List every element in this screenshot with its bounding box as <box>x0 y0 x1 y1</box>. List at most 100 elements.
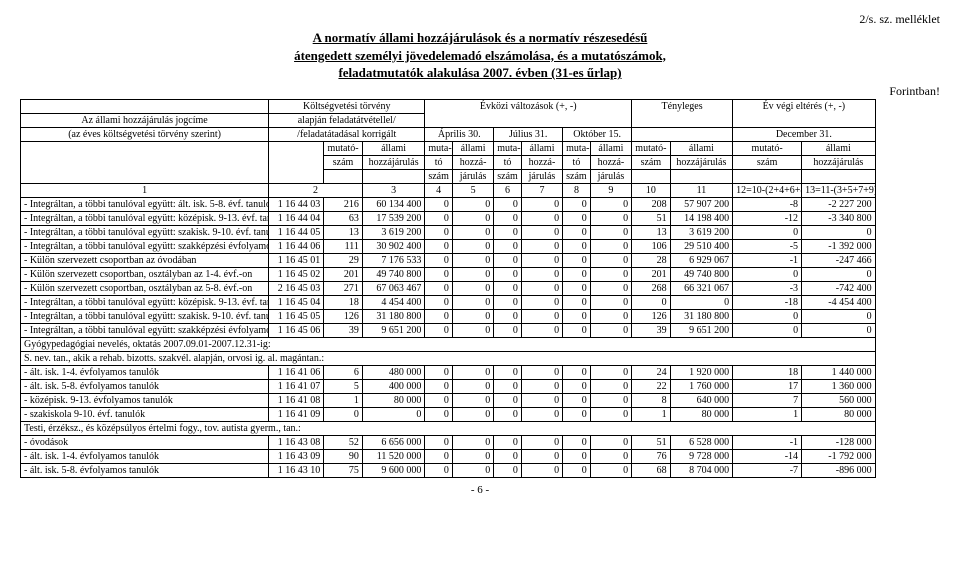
cell: 0 <box>494 323 522 337</box>
row-label: - Integráltan, a többi tanulóval együtt:… <box>21 225 269 239</box>
cell: 1 760 000 <box>670 379 732 393</box>
cell: 0 <box>452 323 493 337</box>
row-label: - óvodások <box>21 435 269 449</box>
hdr-blank <box>733 169 802 183</box>
cell: -1 <box>733 435 802 449</box>
row-code: 1 16 45 05 <box>269 309 324 323</box>
table-row: - ált. isk. 1-4. évfolyamos tanulók1 16 … <box>21 449 940 463</box>
hdr-hozz: hozzájárulás <box>362 155 424 169</box>
hdr-jarul: járulás <box>452 169 493 183</box>
hdr-jul: Július 31. <box>494 127 563 141</box>
colnum: 3 <box>362 183 424 197</box>
cell: 0 <box>494 309 522 323</box>
cell: 0 <box>324 407 363 421</box>
hdr-szam: szám <box>632 155 671 169</box>
colnum: 5 <box>452 183 493 197</box>
colnum: 2 <box>269 183 363 197</box>
cell: 0 <box>632 295 671 309</box>
table-header-row: (az éves költségvetési törvény szerint) … <box>21 127 940 141</box>
cell: 31 180 800 <box>670 309 732 323</box>
row-code: 1 16 45 02 <box>269 267 324 281</box>
cell: 0 <box>425 435 453 449</box>
cell: 75 <box>324 463 363 477</box>
cell: 0 <box>494 281 522 295</box>
cell: 31 180 800 <box>362 309 424 323</box>
hdr-hozz: hozzájárulás <box>802 155 876 169</box>
cell: 8 704 000 <box>670 463 732 477</box>
hdr-blank <box>670 169 732 183</box>
cell: 0 <box>521 253 562 267</box>
hdr-blank <box>632 169 671 183</box>
table-row: - Integráltan, a többi tanulóval együtt:… <box>21 323 940 337</box>
cell: 0 <box>452 295 493 309</box>
table-row: - ált. isk. 5-8. évfolyamos tanulók1 16 … <box>21 379 940 393</box>
cell: 90 <box>324 449 363 463</box>
cell: 0 <box>590 393 631 407</box>
cell: 0 <box>494 197 522 211</box>
unit-label: Forintban! <box>20 84 940 99</box>
cell: 0 <box>563 239 591 253</box>
cell: 0 <box>521 211 562 225</box>
cell: 0 <box>452 309 493 323</box>
cell: 0 <box>563 463 591 477</box>
hdr-all: állami <box>362 141 424 155</box>
row-label: - ált. isk. 5-8. évfolyamos tanulók <box>21 463 269 477</box>
hdr-hozza: hozzá- <box>590 155 631 169</box>
table-row: - Integráltan, a többi tanulóval együtt:… <box>21 239 940 253</box>
hdr-actual: Tényleges <box>632 99 733 127</box>
cell: 0 <box>494 239 522 253</box>
cell: 0 <box>425 197 453 211</box>
hdr-all: állami <box>670 141 732 155</box>
cell: 0 <box>521 393 562 407</box>
cell: 0 <box>590 267 631 281</box>
row-code: 1 16 43 08 <box>269 435 324 449</box>
colnum: 1 <box>21 183 269 197</box>
cell: 0 <box>452 463 493 477</box>
cell: 0 <box>590 463 631 477</box>
cell: 640 000 <box>670 393 732 407</box>
cell: 0 <box>563 449 591 463</box>
cell: 0 <box>802 267 876 281</box>
row-label: - Külön szervezett csoportban, osztályba… <box>21 267 269 281</box>
cell: 0 <box>521 295 562 309</box>
cell: -18 <box>733 295 802 309</box>
row-label: - Integráltan, a többi tanulóval együtt:… <box>21 239 269 253</box>
cell: 0 <box>733 225 802 239</box>
row-label: - Külön szervezett csoportban, osztályba… <box>21 281 269 295</box>
table-row: - óvodások1 16 43 08526 656 000000000516… <box>21 435 940 449</box>
section-label: S. nev. tan., akik a rehab. bizotts. sza… <box>21 351 876 365</box>
cell: 0 <box>590 295 631 309</box>
hdr-title-1 <box>21 99 269 113</box>
hdr-blank <box>362 169 424 183</box>
cell: 0 <box>733 323 802 337</box>
cell: 0 <box>425 267 453 281</box>
table-row: - Integráltan, a többi tanulóval együtt:… <box>21 211 940 225</box>
row-label: - szakiskola 9-10. évf. tanulók <box>21 407 269 421</box>
cell: 28 <box>632 253 671 267</box>
cell: 0 <box>425 365 453 379</box>
cell: 0 <box>452 365 493 379</box>
row-label: - Integráltan, a többi tanulóval együtt:… <box>21 211 269 225</box>
cell: 0 <box>590 225 631 239</box>
cell: 0 <box>802 225 876 239</box>
cell: 0 <box>452 225 493 239</box>
cell: 0 <box>425 225 453 239</box>
cell: 6 528 000 <box>670 435 732 449</box>
cell: 0 <box>563 323 591 337</box>
cell: 7 <box>733 393 802 407</box>
row-code: 1 16 41 07 <box>269 379 324 393</box>
cell: 8 <box>632 393 671 407</box>
cell: 0 <box>563 393 591 407</box>
cell: -2 227 200 <box>802 197 876 211</box>
cell: 0 <box>733 267 802 281</box>
hdr-hozz: hozzájárulás <box>670 155 732 169</box>
cell: 22 <box>632 379 671 393</box>
hdr-title-2: Az állami hozzájárulás jogcíme <box>21 113 269 127</box>
hdr-budget: Költségvetési törvény <box>269 99 425 113</box>
row-code: 1 16 44 05 <box>269 225 324 239</box>
cell: 106 <box>632 239 671 253</box>
cell: 0 <box>494 365 522 379</box>
cell: 111 <box>324 239 363 253</box>
hdr-blank <box>269 141 324 183</box>
row-code: 1 16 44 04 <box>269 211 324 225</box>
